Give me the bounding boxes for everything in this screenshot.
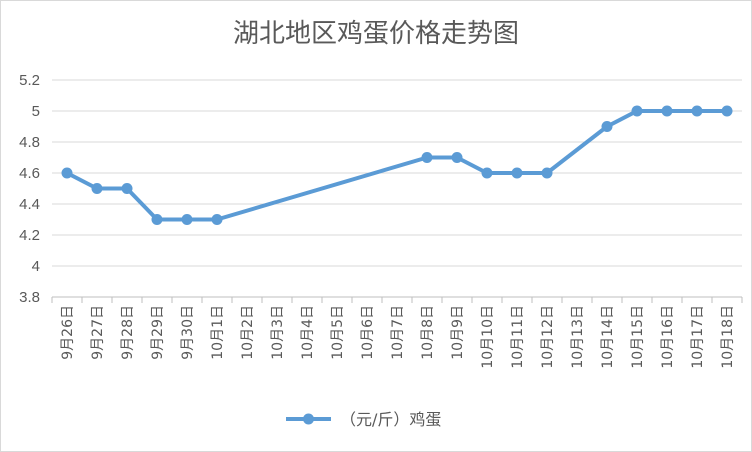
x-tick-label: 9月28日 [120,305,136,360]
x-tick-label: 10月9日 [450,305,466,360]
x-tick-label: 10月12日 [540,305,556,369]
x-tick-label: 9月29日 [150,305,166,360]
legend-point-marker [303,413,314,425]
y-tick-label: 4.8 [19,134,40,151]
x-tick-label: 10月11日 [510,305,526,369]
x-tick-label: 10月3日 [270,305,286,360]
x-tick-label: 10月16日 [660,305,676,369]
x-tick-label: 10月14日 [600,305,616,369]
y-tick-label: 5.2 [19,72,40,89]
data-point [511,167,523,179]
x-tick-label: 10月5日 [330,305,346,360]
series-line [65,109,729,222]
y-tick-label: 4.6 [19,165,40,182]
data-point [181,214,193,225]
data-point [121,183,133,194]
x-tick-label: 10月4日 [300,305,316,360]
x-axis: 9月26日 9月27日 9月28日 9月29日 9月30日 10月1日 10月2日 10月3日… [51,297,743,369]
data-point [211,214,223,225]
data-point [661,105,673,117]
data-point [151,214,163,225]
data-point [61,167,73,179]
data-point [481,167,493,179]
data-point [451,152,463,163]
x-tick-label: 10月18日 [720,305,736,369]
gridlines [52,79,742,298]
x-tick-label: 10月13日 [570,305,586,369]
legend-label: （元/斤）鸡蛋 [340,410,441,429]
data-point [631,105,643,117]
x-tick-label: 10月8日 [420,305,436,360]
x-tick-label: 10月15日 [630,305,646,369]
data-point [721,105,733,117]
x-tick-label: 10月10日 [480,305,496,369]
x-tick-label: 10月7日 [390,305,406,360]
y-tick-label: 4.4 [19,196,40,213]
x-tick-label: 10月1日 [210,305,226,360]
data-point [691,105,703,117]
y-axis: 3.8 4 4.2 4.4 4.6 4.8 5 5.2 [19,72,40,306]
data-point [421,152,433,163]
series-group [61,105,733,225]
y-tick-label: 4 [32,258,40,275]
data-point [91,183,103,194]
chart-title: 湖北地区鸡蛋价格走势图 [233,19,519,49]
x-tick-label: 9月27日 [90,305,106,360]
x-tick-label: 9月26日 [60,305,76,360]
y-tick-label: 5 [32,103,40,120]
y-tick-label: 4.2 [19,227,40,244]
data-point [541,167,553,179]
x-tick-label: 10月2日 [240,305,256,360]
x-tick-label: 9月30日 [180,305,196,360]
legend: （元/斤）鸡蛋 [286,410,441,429]
y-tick-label: 3.8 [19,289,40,306]
data-point [601,121,613,132]
x-tick-label: 10月6日 [360,305,376,360]
x-tick-label: 10月17日 [690,305,706,369]
